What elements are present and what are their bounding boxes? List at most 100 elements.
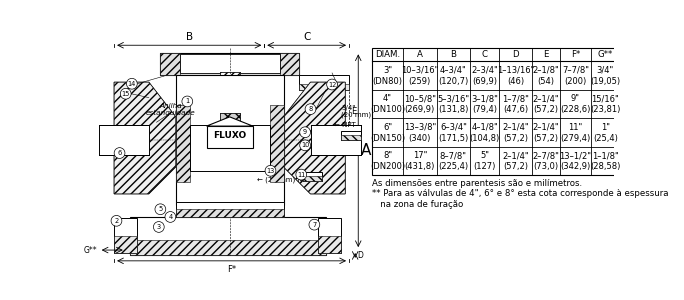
Bar bbox=[176, 74, 284, 206]
Text: 13–3/8"
(340): 13–3/8" (340) bbox=[404, 123, 436, 142]
Circle shape bbox=[300, 140, 311, 151]
Text: 6: 6 bbox=[118, 150, 122, 156]
Bar bbox=[176, 209, 284, 217]
Text: 1–7/8"
(47,6): 1–7/8" (47,6) bbox=[502, 94, 529, 114]
Text: 10–3/16"
(259): 10–3/16" (259) bbox=[401, 66, 438, 86]
Circle shape bbox=[265, 165, 276, 176]
Text: 7: 7 bbox=[312, 222, 317, 228]
Polygon shape bbox=[284, 82, 345, 194]
Text: 3–1/8"
(79,4): 3–1/8" (79,4) bbox=[471, 94, 498, 114]
Text: 15/16"
(23,81): 15/16" (23,81) bbox=[590, 94, 620, 114]
Circle shape bbox=[153, 222, 164, 232]
Text: D: D bbox=[358, 251, 363, 260]
Circle shape bbox=[227, 128, 232, 132]
Bar bbox=[372, 47, 620, 176]
Bar bbox=[280, 53, 299, 74]
Text: 4: 4 bbox=[168, 214, 172, 220]
Circle shape bbox=[114, 148, 125, 158]
Text: FLUXO: FLUXO bbox=[213, 131, 246, 140]
Circle shape bbox=[111, 215, 122, 226]
Text: 2–1/4"
(57,2): 2–1/4" (57,2) bbox=[503, 123, 529, 142]
Text: 13–1/2"
(342,9): 13–1/2" (342,9) bbox=[560, 151, 592, 171]
Polygon shape bbox=[207, 117, 253, 126]
Bar bbox=[341, 131, 360, 140]
Bar bbox=[180, 55, 280, 73]
Bar bbox=[303, 172, 322, 181]
Text: 3/4"
(19,05): 3/4" (19,05) bbox=[590, 66, 620, 86]
Bar bbox=[160, 53, 180, 74]
Bar bbox=[299, 74, 349, 90]
Circle shape bbox=[222, 86, 237, 101]
Text: 8–7/8"
(225,4): 8–7/8" (225,4) bbox=[438, 151, 469, 171]
Text: F*: F* bbox=[227, 266, 236, 274]
Bar bbox=[220, 113, 239, 128]
Circle shape bbox=[120, 88, 131, 99]
Text: 2–1/8"
(54): 2–1/8" (54) bbox=[533, 66, 560, 86]
Polygon shape bbox=[189, 124, 269, 171]
Text: 6"
(DN150): 6" (DN150) bbox=[370, 123, 405, 142]
Text: 2–3/4"
(69,9): 2–3/4" (69,9) bbox=[471, 66, 498, 86]
Circle shape bbox=[296, 169, 306, 180]
Text: DIAM.: DIAM. bbox=[375, 50, 400, 59]
Bar bbox=[114, 236, 137, 253]
Text: G**: G** bbox=[83, 246, 97, 255]
Bar bbox=[220, 72, 239, 117]
Bar bbox=[98, 124, 149, 155]
Text: F*: F* bbox=[570, 50, 580, 59]
Text: 2–7/8"
(73,0): 2–7/8" (73,0) bbox=[533, 151, 560, 171]
Bar bbox=[318, 236, 341, 253]
Bar bbox=[303, 176, 322, 181]
Bar bbox=[114, 218, 137, 253]
Text: 12: 12 bbox=[328, 82, 337, 88]
Bar bbox=[220, 113, 239, 128]
Text: 2–1/4"
(57,2): 2–1/4" (57,2) bbox=[533, 94, 560, 114]
Circle shape bbox=[127, 78, 137, 89]
Bar bbox=[311, 124, 360, 155]
Text: 11"
(279,4): 11" (279,4) bbox=[560, 123, 590, 142]
Text: 2–1/4"
(57,2): 2–1/4" (57,2) bbox=[503, 151, 529, 171]
Circle shape bbox=[305, 104, 316, 115]
Bar bbox=[211, 110, 249, 119]
Text: 1–1/8"
(28,58): 1–1/8" (28,58) bbox=[590, 151, 620, 171]
Polygon shape bbox=[284, 82, 345, 194]
Text: 15: 15 bbox=[122, 91, 130, 97]
Circle shape bbox=[327, 79, 337, 90]
Text: ** Para as válvulas de 4", 6° e 8° esta cota corresponde à espessura
   na zona : ** Para as válvulas de 4", 6° e 8° esta … bbox=[372, 189, 668, 208]
Bar bbox=[318, 218, 341, 253]
Circle shape bbox=[155, 204, 166, 214]
Text: As dimensões entre parentesis são e milímetros.: As dimensões entre parentesis são e milí… bbox=[372, 179, 582, 188]
Bar bbox=[176, 202, 284, 217]
Bar bbox=[269, 105, 284, 182]
Text: 1–13/16"
(46): 1–13/16" (46) bbox=[497, 66, 534, 86]
Text: 10: 10 bbox=[301, 142, 309, 148]
Text: ← (20 mm) NPT: ← (20 mm) NPT bbox=[256, 177, 311, 183]
Text: 5: 5 bbox=[158, 206, 163, 212]
Text: 14: 14 bbox=[128, 81, 136, 87]
Bar bbox=[129, 240, 326, 256]
Text: ← NPT: ← NPT bbox=[334, 122, 356, 128]
Text: C: C bbox=[482, 50, 488, 59]
Bar bbox=[160, 53, 299, 74]
Text: D: D bbox=[512, 50, 519, 59]
Bar bbox=[207, 126, 253, 148]
Bar bbox=[211, 115, 249, 119]
Circle shape bbox=[300, 127, 311, 138]
Text: 6–3/4"
(171,5): 6–3/4" (171,5) bbox=[438, 123, 469, 142]
Bar bbox=[224, 127, 235, 133]
Bar bbox=[299, 84, 349, 90]
Text: A: A bbox=[360, 143, 371, 158]
Text: 1"
(25,4): 1" (25,4) bbox=[593, 123, 618, 142]
Text: Anilha
estanquidade: Anilha estanquidade bbox=[146, 103, 195, 116]
Text: 5"
(127): 5" (127) bbox=[473, 151, 496, 171]
Text: 13: 13 bbox=[266, 168, 274, 174]
Text: 7–7/8"
(200): 7–7/8" (200) bbox=[562, 66, 589, 86]
Bar bbox=[176, 105, 189, 182]
Circle shape bbox=[182, 96, 193, 107]
Text: C: C bbox=[303, 32, 311, 42]
Polygon shape bbox=[114, 82, 176, 194]
Text: 10–5/8"
(269,9): 10–5/8" (269,9) bbox=[404, 94, 436, 114]
Text: B: B bbox=[185, 32, 193, 42]
Text: E: E bbox=[352, 107, 356, 116]
Text: 2–1/4"
(57,2): 2–1/4" (57,2) bbox=[533, 123, 560, 142]
Text: 8: 8 bbox=[308, 106, 313, 112]
